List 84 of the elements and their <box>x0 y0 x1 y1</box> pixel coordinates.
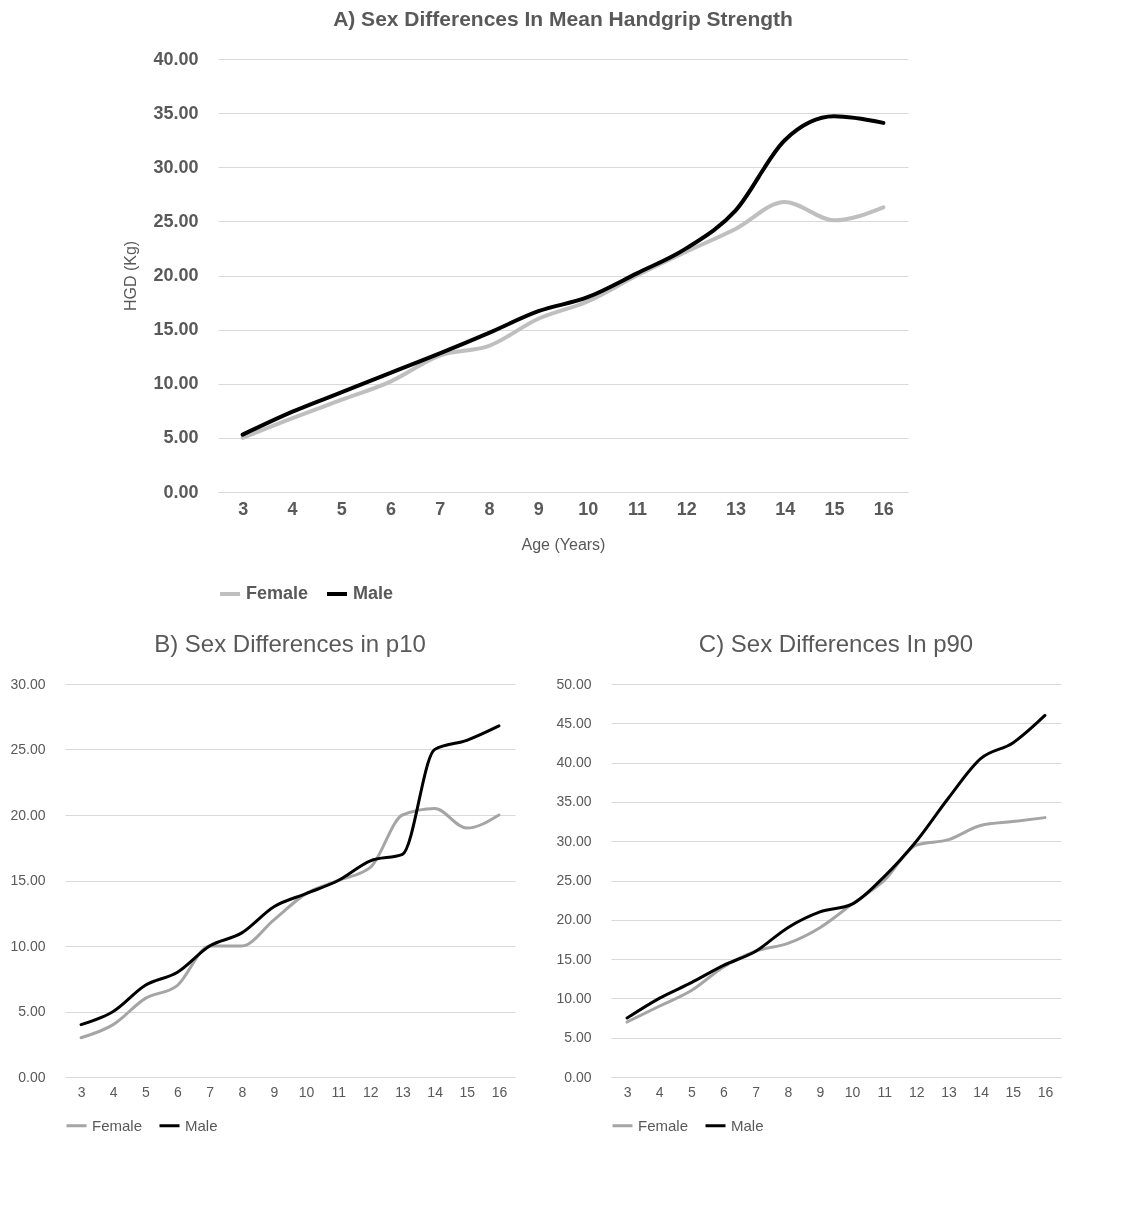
x-tick-label: 9 <box>270 1083 279 1100</box>
x-tick-label: 10 <box>578 498 599 519</box>
x-tick-label: 7 <box>206 1083 215 1100</box>
x-tick-label: 9 <box>816 1083 825 1100</box>
x-tick-label: 16 <box>1037 1083 1054 1100</box>
y-tick-label: 20.00 <box>153 265 199 285</box>
x-tick-label: 15 <box>824 498 845 519</box>
x-tick-label: 15 <box>1005 1083 1022 1100</box>
x-tick-label: 14 <box>973 1083 990 1100</box>
x-tick-label: 12 <box>676 498 697 519</box>
y-tick-label: 30.00 <box>10 675 46 692</box>
legend-label: Female <box>246 583 309 603</box>
x-tick-label: 3 <box>238 498 249 519</box>
legend-label: Female <box>92 1116 143 1134</box>
x-tick-label: 11 <box>627 498 647 519</box>
x-tick-label: 4 <box>287 498 298 519</box>
chart-title: A) Sex Differences In Mean Handgrip Strength <box>333 7 793 30</box>
x-tick-label: 11 <box>877 1083 893 1100</box>
line-series <box>625 713 1047 1020</box>
x-tick-label: 9 <box>533 498 544 519</box>
y-tick-label: 15.00 <box>10 872 46 888</box>
y-tick-label: 50.00 <box>556 675 592 692</box>
y-tick-label: 40.00 <box>153 48 199 69</box>
legend-label: Female <box>638 1116 689 1134</box>
x-tick-label: 13 <box>941 1083 957 1100</box>
x-tick-label: 6 <box>174 1083 183 1100</box>
x-tick-label: 5 <box>141 1083 150 1100</box>
x-tick-label: 7 <box>435 498 446 519</box>
x-tick-label: 8 <box>238 1083 247 1100</box>
y-tick-label: 20.00 <box>556 911 592 928</box>
legend-label: Male <box>185 1116 218 1134</box>
y-tick-label: 40.00 <box>556 754 592 771</box>
y-axis-title: HGD (Kg) <box>122 240 140 312</box>
x-tick-label: 6 <box>720 1083 729 1100</box>
x-tick-label: 8 <box>484 498 495 519</box>
y-tick-label: 20.00 <box>10 806 46 823</box>
x-tick-label: 15 <box>459 1083 476 1100</box>
y-tick-label: 0.00 <box>163 481 199 502</box>
x-tick-label: 4 <box>655 1083 664 1100</box>
chart-title: C) Sex Differences In p90 <box>698 630 974 657</box>
x-tick-label: 5 <box>336 498 347 519</box>
y-tick-label: 30.00 <box>153 156 199 177</box>
x-tick-label: 10 <box>298 1083 315 1100</box>
y-tick-label: 10.00 <box>556 989 592 1006</box>
y-tick-label: 15.00 <box>556 950 592 967</box>
y-tick-label: 25.00 <box>10 741 46 757</box>
line-series <box>240 114 886 437</box>
x-tick-label: 5 <box>687 1083 696 1100</box>
y-tick-label: 30.00 <box>556 832 592 849</box>
y-tick-label: 5.00 <box>18 1003 46 1019</box>
legend-label: Male <box>353 583 394 603</box>
x-tick-label: 16 <box>873 498 894 519</box>
y-tick-label: 10.00 <box>10 937 46 954</box>
y-tick-label: 10.00 <box>153 373 199 394</box>
y-tick-label: 5.00 <box>163 427 199 448</box>
x-tick-label: 10 <box>844 1083 861 1100</box>
x-tick-label: 14 <box>775 498 796 519</box>
chart-title: B) Sex Differences in p10 <box>154 630 426 657</box>
y-tick-label: 45.00 <box>556 714 592 731</box>
y-tick-label: 5.00 <box>564 1029 592 1046</box>
y-tick-label: 35.00 <box>556 793 592 810</box>
y-tick-label: 0.00 <box>18 1068 46 1085</box>
x-tick-label: 7 <box>752 1083 761 1100</box>
x-tick-label: 4 <box>109 1083 118 1100</box>
x-tick-label: 13 <box>725 498 747 519</box>
line-series <box>240 199 886 440</box>
x-tick-label: 12 <box>363 1083 379 1100</box>
x-tick-label: 12 <box>909 1083 925 1100</box>
x-tick-label: 3 <box>77 1083 86 1100</box>
x-tick-label: 11 <box>331 1083 347 1100</box>
line-series <box>79 724 501 1027</box>
x-tick-label: 14 <box>427 1083 444 1100</box>
x-tick-label: 3 <box>623 1083 632 1100</box>
x-tick-label: 6 <box>385 498 397 519</box>
y-tick-label: 25.00 <box>556 872 592 888</box>
x-tick-label: 8 <box>784 1083 793 1100</box>
y-tick-label: 25.00 <box>153 210 199 231</box>
x-tick-label: 16 <box>491 1083 508 1100</box>
y-tick-label: 0.00 <box>564 1068 592 1085</box>
x-tick-label: 13 <box>395 1083 411 1100</box>
x-axis-title: Age (Years) <box>521 535 606 553</box>
legend-label: Male <box>731 1116 764 1134</box>
y-tick-label: 15.00 <box>153 319 199 340</box>
y-tick-label: 35.00 <box>153 102 199 123</box>
